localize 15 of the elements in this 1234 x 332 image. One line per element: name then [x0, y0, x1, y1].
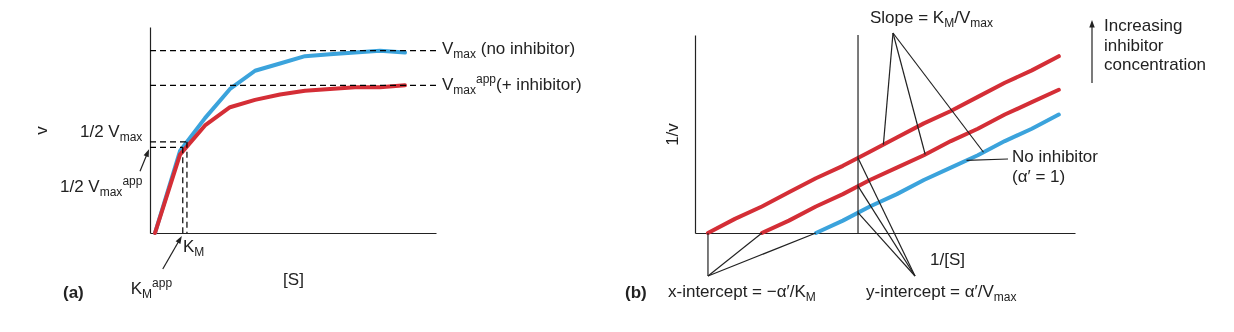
- text: (b): [625, 283, 647, 303]
- text: Increasing inhibitor concentration: [1104, 16, 1208, 75]
- text: Slope = K$_{M}$/V$_{max}$: [870, 8, 993, 32]
- ref-line-label: 1/2 V$_{max}$: [80, 122, 143, 146]
- y-axis-title: v: [31, 125, 51, 135]
- x-axis-title: 1/[S]: [930, 249, 965, 269]
- series-label: No inhibitor (α′ = 1): [1012, 147, 1099, 187]
- text: (a): [63, 283, 84, 303]
- x-axis-title: [S]: [283, 269, 304, 289]
- text: y-intercept = α′/V$_{max}$: [866, 282, 1017, 306]
- ref-line-label: V$_{max}$$^{app}$(+ inhibitor): [442, 71, 582, 98]
- text: K$_{M}$: [182, 237, 205, 261]
- ref-line-label: V$_{max}$ (no inhibitor): [442, 39, 576, 63]
- y-axis-title: 1/v: [662, 122, 682, 146]
- text: x-intercept = −α′/K$_{M}$: [668, 282, 816, 306]
